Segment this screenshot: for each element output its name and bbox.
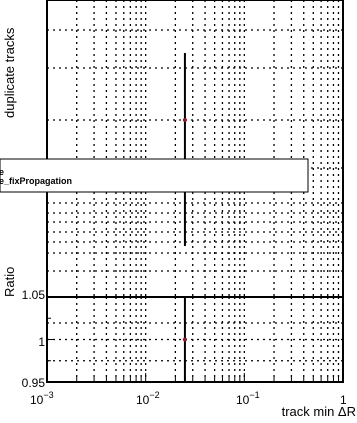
x-axis-title: track min ΔR: [282, 404, 356, 419]
y-tick-label: 1.05: [22, 288, 46, 302]
data-point-marker: [182, 118, 187, 122]
top-panel-data-marks: [182, 53, 187, 246]
x-tick-label: 10−2: [136, 390, 160, 407]
ratio-panel-grid: [47, 297, 343, 382]
x-tick-label: 10−3: [30, 390, 54, 407]
legend-entry: e_fixPropagation: [0, 176, 72, 186]
x-tick-labels: 10−3 10−2 10−1 1: [30, 390, 347, 407]
y-tick-label: 1: [38, 335, 45, 349]
x-tick-label: 1: [340, 393, 347, 407]
ratio-y-ticks: [47, 296, 55, 383]
y-tick-label: 0.95: [22, 376, 46, 390]
legend-box: [0, 158, 309, 193]
top-y-axis-title: duplicate tracks: [2, 27, 17, 118]
ratio-panel-data-marks: [182, 298, 187, 382]
ratio-y-tick-labels: 0.95 1 1.05: [22, 288, 46, 390]
x-tick-label: 10−1: [236, 390, 260, 407]
ratio-x-ticks: [46, 373, 344, 382]
ratio-point-marker: [182, 337, 187, 342]
ratio-y-axis-title: Ratio: [2, 267, 17, 297]
legend: e e_fixPropagation: [0, 158, 309, 193]
legend-entry: e: [0, 167, 4, 177]
